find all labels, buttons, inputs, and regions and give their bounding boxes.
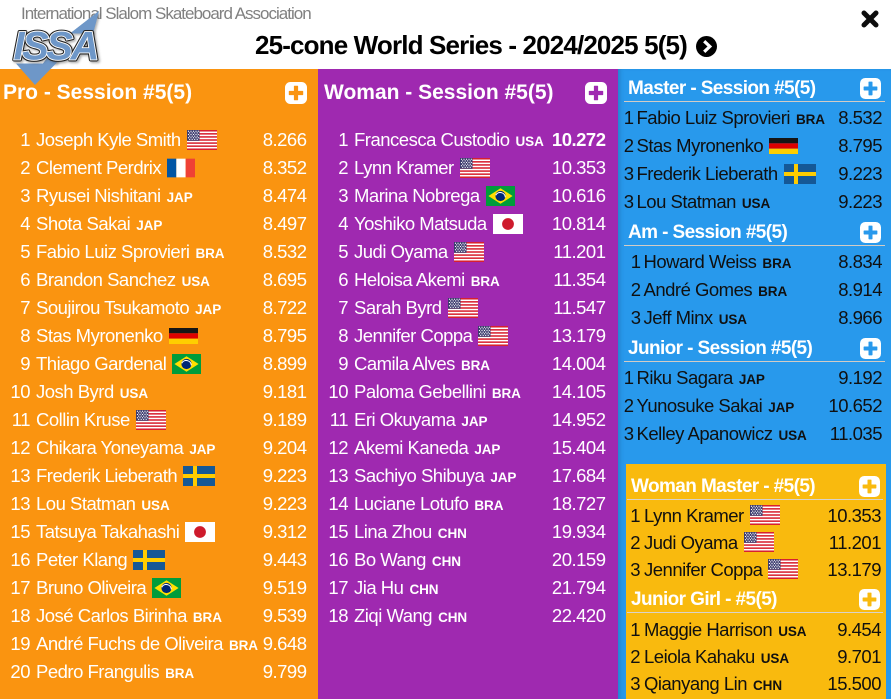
svg-text:ISSA: ISSA xyxy=(14,25,97,69)
svg-text:ISSA: ISSA xyxy=(14,25,97,69)
svg-text:ISSA: ISSA xyxy=(14,25,97,69)
